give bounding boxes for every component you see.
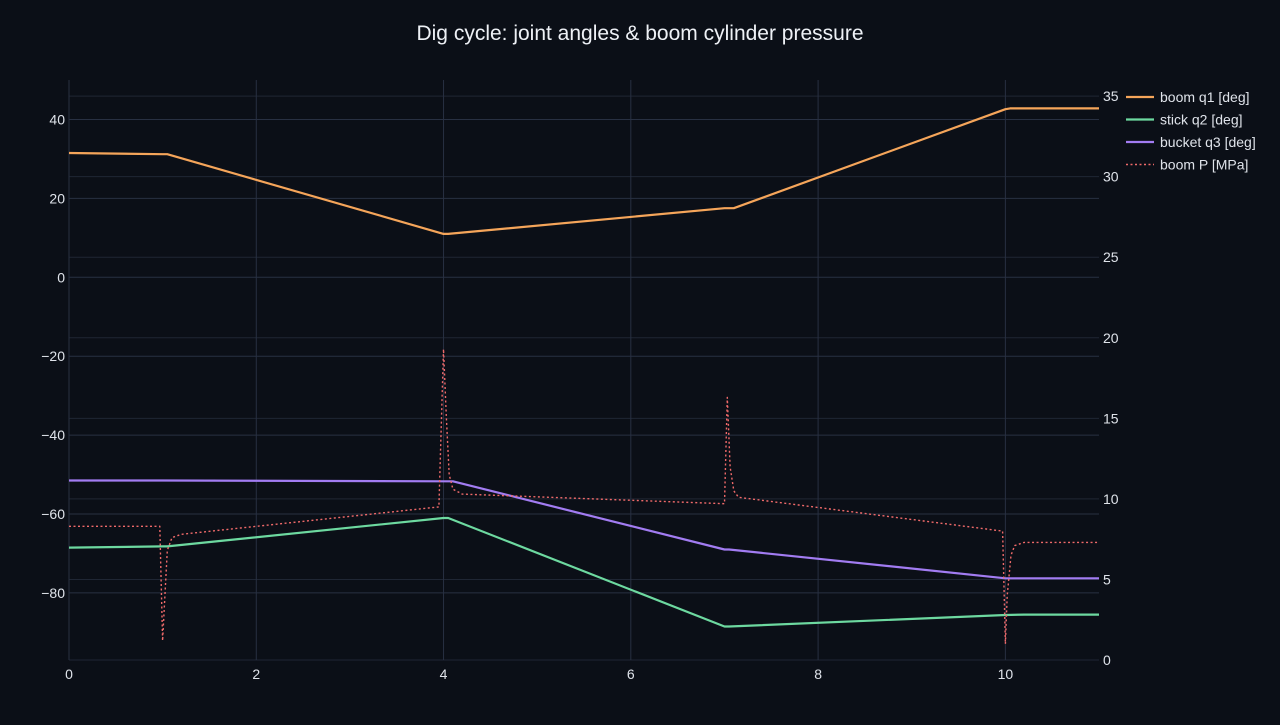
y2-tick-label: 10 (1103, 491, 1119, 507)
x-tick-label: 8 (814, 666, 822, 682)
series-line-3 (69, 479, 1099, 580)
x-tick-label: 6 (627, 666, 635, 682)
series-line-4 (69, 348, 1099, 645)
y2-tick-label: 20 (1103, 330, 1119, 346)
x-tick-label: 10 (998, 666, 1014, 682)
y2-tick-label: 0 (1103, 652, 1111, 668)
legend-item-1[interactable]: boom q1 [deg] (1126, 89, 1250, 105)
x-tick-label: 2 (252, 666, 260, 682)
y-tick-label: 40 (49, 111, 65, 127)
y-tick-label: −40 (41, 427, 65, 443)
y-tick-label: −20 (41, 348, 65, 364)
axis-layer: 0 2 4 6 8 10 −80 −60 −40 −20 0 20 40 0 5 10 15 20 25 30 35 (41, 88, 1119, 682)
y2-tick-label: 35 (1103, 88, 1119, 104)
series-line-1 (68, 107, 1099, 235)
x-tick-label: 0 (65, 666, 73, 682)
y2-tick-label: 15 (1103, 410, 1119, 426)
y2-tick-label: 25 (1103, 249, 1119, 265)
y2-tick-label: 5 (1103, 571, 1111, 587)
legend[interactable]: boom q1 [deg] stick q2 [deg] bucket q3 [de… (1126, 89, 1256, 173)
legend-label: stick q2 [deg] (1160, 112, 1243, 128)
y-tick-label: 0 (57, 269, 65, 285)
legend-item-2[interactable]: stick q2 [deg] (1126, 112, 1243, 128)
grid-layer (68, 80, 1099, 661)
series-line-2 (68, 516, 1099, 628)
legend-item-3[interactable]: bucket q3 [deg] (1126, 134, 1256, 150)
y-tick-label: −80 (41, 585, 65, 601)
legend-label: bucket q3 [deg] (1160, 134, 1256, 150)
chart-title: Dig cycle: joint angles & boom cylinder … (416, 22, 863, 45)
y-tick-label: −60 (41, 506, 65, 522)
legend-item-4[interactable]: boom P [MPa] (1126, 157, 1248, 173)
legend-label: boom q1 [deg] (1160, 89, 1250, 105)
legend-label: boom P [MPa] (1160, 157, 1248, 173)
series-layer (68, 107, 1099, 645)
x-tick-label: 4 (440, 666, 448, 682)
y-tick-label: 20 (49, 190, 65, 206)
y2-tick-label: 30 (1103, 169, 1119, 185)
